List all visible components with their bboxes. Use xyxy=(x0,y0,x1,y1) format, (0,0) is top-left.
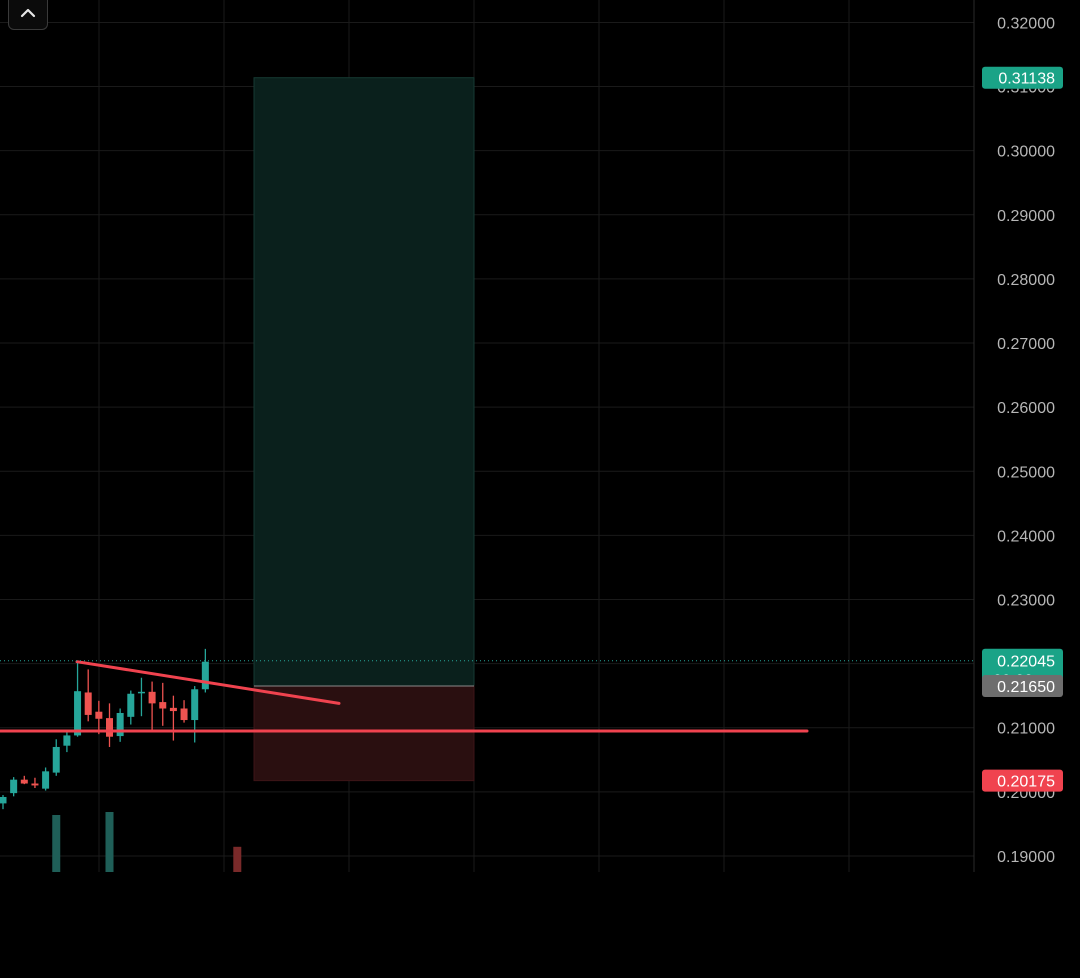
price-tag-box xyxy=(982,675,1063,698)
candle[interactable] xyxy=(159,682,167,726)
candle-body xyxy=(180,708,188,721)
candle-body xyxy=(74,691,82,736)
candle-body xyxy=(63,735,71,746)
candle-body xyxy=(116,712,124,737)
candle-body xyxy=(0,796,7,804)
candle-body xyxy=(191,689,199,721)
price-tick-label: 0.29000 xyxy=(997,208,1055,225)
candle[interactable] xyxy=(20,775,28,785)
candle-body xyxy=(106,718,113,737)
price-tick-label: 0.28000 xyxy=(997,272,1055,289)
candle-body xyxy=(42,771,50,789)
candle[interactable] xyxy=(95,700,103,735)
price-tag-box xyxy=(982,769,1063,792)
price-tag: 0.31138 xyxy=(982,66,1063,89)
candle-body xyxy=(148,691,156,704)
long-position-tool[interactable] xyxy=(253,77,475,782)
candle[interactable] xyxy=(127,690,135,725)
price-tag: 0.21650 xyxy=(982,675,1063,698)
candle-body xyxy=(31,783,39,786)
candle-body xyxy=(169,707,177,712)
candle[interactable] xyxy=(116,708,124,742)
candle[interactable] xyxy=(52,739,60,776)
candle[interactable] xyxy=(191,686,199,743)
price-tag-label: 0.20175 xyxy=(997,774,1055,791)
candle-body xyxy=(10,779,18,794)
candle[interactable] xyxy=(169,695,177,741)
price-tick-label: 0.21000 xyxy=(997,721,1055,738)
chevron-up-icon xyxy=(20,8,36,18)
candlestick-series[interactable] xyxy=(0,648,209,810)
candle[interactable] xyxy=(148,681,156,731)
price-tick-label: 0.23000 xyxy=(997,593,1055,610)
candle-body xyxy=(20,779,28,784)
candle-body xyxy=(127,693,135,717)
candle[interactable] xyxy=(0,795,7,810)
candle[interactable] xyxy=(84,669,92,722)
volume-bar xyxy=(52,815,61,872)
candle-body xyxy=(95,711,103,719)
candle[interactable] xyxy=(201,648,209,693)
candle-body xyxy=(52,746,60,773)
price-tag: 0.20175 xyxy=(982,769,1063,792)
candle[interactable] xyxy=(63,730,71,753)
candle-body xyxy=(84,692,92,715)
volume-bar xyxy=(105,812,114,872)
price-tag-label: 0.22045 xyxy=(997,654,1055,671)
price-tick-label: 0.32000 xyxy=(997,15,1055,32)
trendline[interactable] xyxy=(75,660,341,705)
price-tick-label: 0.25000 xyxy=(997,464,1055,481)
drawing-lines[interactable] xyxy=(0,660,974,733)
candle[interactable] xyxy=(10,777,18,797)
price-tick-label: 0.30000 xyxy=(997,144,1055,161)
candle[interactable] xyxy=(42,767,50,791)
price-tick-label: 0.24000 xyxy=(997,528,1055,545)
price-tick-label: 0.27000 xyxy=(997,336,1055,353)
candle[interactable] xyxy=(74,661,82,737)
candle[interactable] xyxy=(137,677,145,717)
price-tick-label: 0.19000 xyxy=(997,849,1055,866)
collapse-panel-button[interactable] xyxy=(8,0,48,30)
candle[interactable] xyxy=(106,703,113,747)
candle[interactable] xyxy=(180,700,188,723)
target-zone[interactable] xyxy=(253,77,475,687)
price-tag-label: 0.21650 xyxy=(997,679,1055,696)
price-tag-label: 0.31138 xyxy=(998,71,1055,88)
price-axis[interactable]: 0.320000.310000.300000.290000.280000.270… xyxy=(997,15,1055,866)
candle-body xyxy=(137,691,145,694)
volume-bar xyxy=(233,846,242,872)
price-tag-box xyxy=(982,66,1063,89)
stop-zone[interactable] xyxy=(253,685,475,782)
candle[interactable] xyxy=(31,777,39,789)
candle-body xyxy=(201,661,209,690)
candle-body xyxy=(159,702,167,709)
volume-bars xyxy=(52,812,242,872)
price-tick-label: 0.26000 xyxy=(997,400,1055,417)
